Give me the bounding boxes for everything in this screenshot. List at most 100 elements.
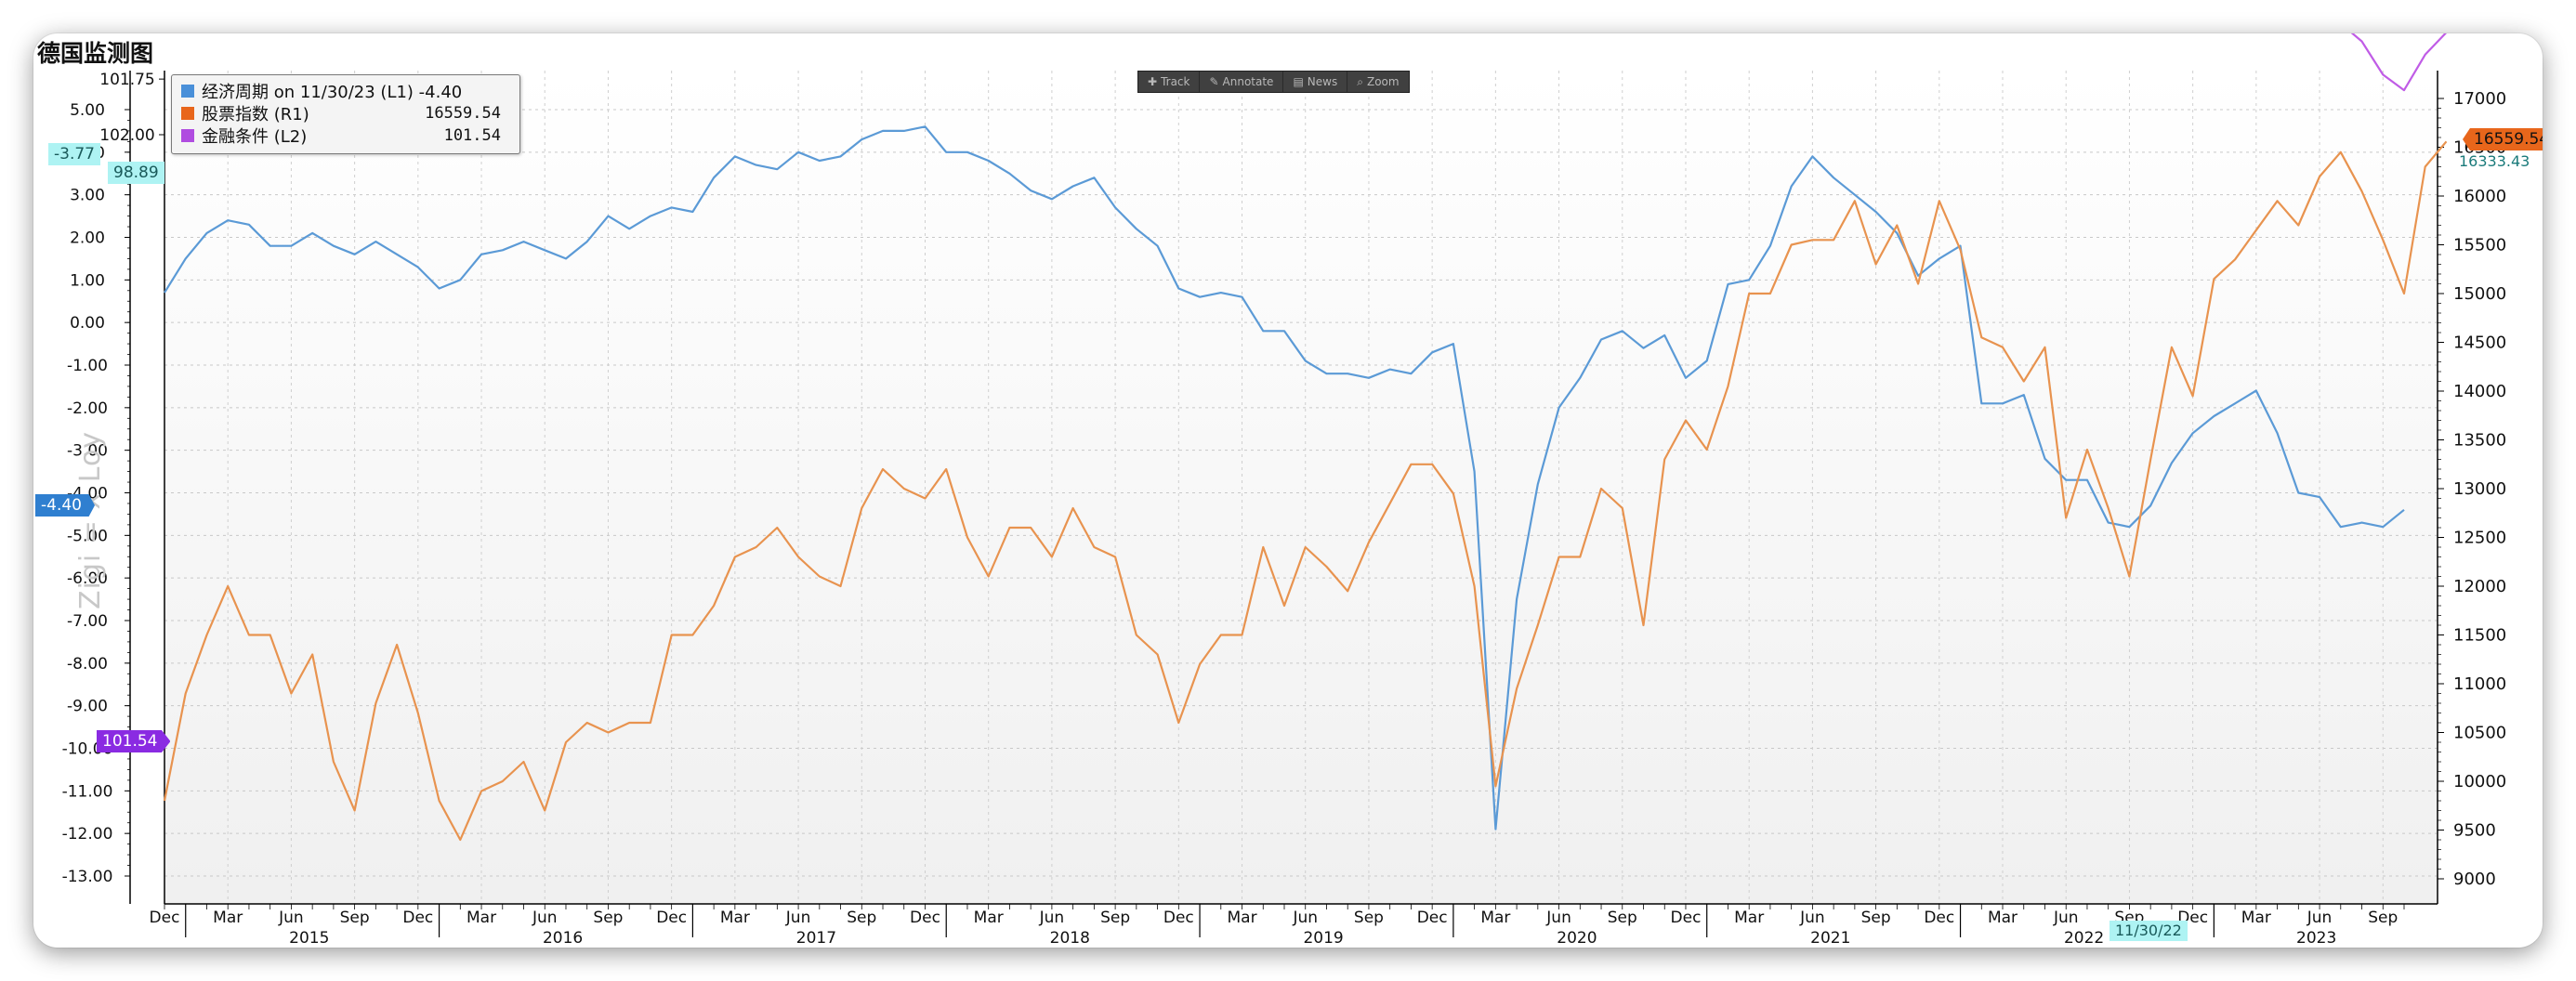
month-label: Mar	[2241, 909, 2271, 927]
annotate-label: Annotate	[1222, 75, 1274, 88]
l1-tick-label: -1.00	[67, 357, 108, 375]
l1-tick-label: -7.00	[67, 612, 108, 631]
month-label: Dec	[1417, 909, 1448, 927]
l1-tick-label: -3.00	[67, 442, 108, 461]
series-line-stock	[163, 140, 2448, 842]
year-label: 2018	[1050, 929, 1090, 948]
month-label: Jun	[2307, 909, 2333, 927]
legend-label-stock: 股票指数 (R1)	[202, 105, 309, 124]
month-label: Jun	[1292, 909, 1318, 927]
month-label: Dec	[910, 909, 940, 927]
l1-tick-label: 3.00	[70, 187, 105, 205]
r1-tick-label: 16000	[2453, 187, 2506, 206]
r1-tick-label: 10000	[2453, 772, 2506, 791]
l2-last-tag: 101.54	[97, 730, 171, 752]
month-label: Mar	[467, 909, 496, 927]
r1-tick-label: 17000	[2453, 89, 2506, 109]
month-label: Sep	[2368, 909, 2398, 927]
l1-tick-label: -5.00	[67, 527, 108, 545]
r1-tick-label: 9500	[2453, 821, 2496, 841]
plot-background	[164, 71, 2438, 904]
legend-swatch-econ	[181, 85, 194, 98]
month-label: Sep	[847, 909, 876, 927]
legend-item-stock[interactable]: 股票指数 (R1) 16559.54	[181, 103, 510, 124]
month-label: Jun	[2053, 909, 2079, 927]
annotate-button[interactable]: ✎ Annotate	[1200, 72, 1284, 92]
year-label: 2019	[1303, 929, 1343, 948]
month-label: Sep	[1608, 909, 1637, 927]
month-label: Jun	[1799, 909, 1825, 927]
r1-last-tag: 16559.54	[2463, 128, 2543, 150]
month-label: Dec	[150, 909, 180, 927]
chart-title: 德国监测图	[37, 40, 154, 67]
l1-tick-label: 5.00	[70, 101, 105, 120]
news-label: News	[1307, 75, 1338, 88]
month-label: Dec	[402, 909, 433, 927]
l1-tick-label: -13.00	[62, 868, 113, 886]
series	[163, 33, 2448, 842]
l2-top-tag: 98.89	[108, 162, 164, 184]
month-label: Sep	[1861, 909, 1891, 927]
r1-alt-tag: 16333.43	[2459, 152, 2530, 170]
year-label: 2021	[1810, 929, 1850, 948]
legend-value-fin: 101.54	[443, 126, 501, 145]
month-label: Jun	[278, 909, 304, 927]
month-label: Dec	[1924, 909, 1954, 927]
year-label: 2020	[1557, 929, 1597, 948]
month-label: Mar	[1480, 909, 1510, 927]
year-label: 2022	[2064, 929, 2104, 948]
l1-tick-label: -2.00	[67, 399, 108, 418]
legend-swatch-stock	[181, 107, 194, 120]
chart-window: 5.004.003.002.001.000.00-1.00-2.00-3.00-…	[33, 33, 2543, 948]
month-label: Sep	[340, 909, 370, 927]
month-label: Mar	[213, 909, 243, 927]
l1-tick-label: -9.00	[67, 698, 108, 716]
month-label: Jun	[1039, 909, 1065, 927]
r1-tick-label: 13500	[2453, 431, 2506, 451]
month-label: Jun	[532, 909, 558, 927]
chart-canvas: 5.004.003.002.001.000.00-1.00-2.00-3.00-…	[62, 33, 2506, 948]
zoom-button[interactable]: ⌕ Zoom	[1347, 72, 1408, 92]
year-label: 2015	[289, 929, 329, 948]
l1-tick-label: -8.00	[67, 655, 108, 674]
month-label: Mar	[1227, 909, 1256, 927]
l1-tick-label: 1.00	[70, 271, 105, 290]
pencil-icon: ✎	[1209, 75, 1219, 88]
year-label: 2017	[796, 929, 836, 948]
legend[interactable]: 经济周期 on 11/30/23 (L1) -4.40 股票指数 (R1) 16…	[171, 74, 520, 154]
magnifier-icon: ⌕	[1357, 74, 1363, 88]
chart-toolbar: ✚ Track ✎ Annotate ▤ News ⌕ Zoom	[1137, 71, 1410, 93]
legend-item-fin[interactable]: 金融条件 (L2) 101.54	[181, 125, 510, 147]
l1-last-tag: -4.40	[35, 494, 95, 517]
l1-tick-label: 0.00	[70, 314, 105, 333]
l1-tick-label: 2.00	[70, 229, 105, 248]
l1-tick-label: -11.00	[62, 782, 113, 801]
l2-tick-label: 101.75	[99, 71, 154, 89]
crosshair-icon: ✚	[1148, 75, 1158, 88]
track-button[interactable]: ✚ Track	[1138, 72, 1201, 92]
month-label: Dec	[656, 909, 687, 927]
r1-tick-label: 11500	[2453, 626, 2506, 646]
grid	[164, 71, 2438, 904]
series-line-econ	[164, 125, 2405, 831]
legend-value-stock: 16559.54	[425, 104, 501, 123]
legend-item-econ[interactable]: 经济周期 on 11/30/23 (L1) -4.40	[181, 81, 463, 102]
month-label: Dec	[1671, 909, 1702, 927]
l2-tick-label: 102.00	[99, 126, 154, 145]
l1-tick-label: -6.00	[67, 569, 108, 588]
watermark-text: Zigi = x Loy	[74, 430, 107, 609]
r1-tick-label: 15000	[2453, 284, 2506, 304]
r1-tick-label: 11000	[2453, 674, 2506, 694]
r1-tick-label: 15500	[2453, 236, 2506, 255]
track-label: Track	[1161, 75, 1190, 88]
r1-tick-label: 10500	[2453, 724, 2506, 743]
r1-tick-label: 12000	[2453, 577, 2506, 596]
month-label: Jun	[785, 909, 811, 927]
month-label: Mar	[1988, 909, 2017, 927]
legend-label-econ: 经济周期 on 11/30/23 (L1) -4.40	[202, 83, 463, 102]
news-button[interactable]: ▤ News	[1283, 72, 1348, 92]
month-label: Jun	[1545, 909, 1571, 927]
r1-tick-label: 14000	[2453, 382, 2506, 401]
year-label: 2016	[543, 929, 583, 948]
r1-tick-label: 12500	[2453, 529, 2506, 548]
